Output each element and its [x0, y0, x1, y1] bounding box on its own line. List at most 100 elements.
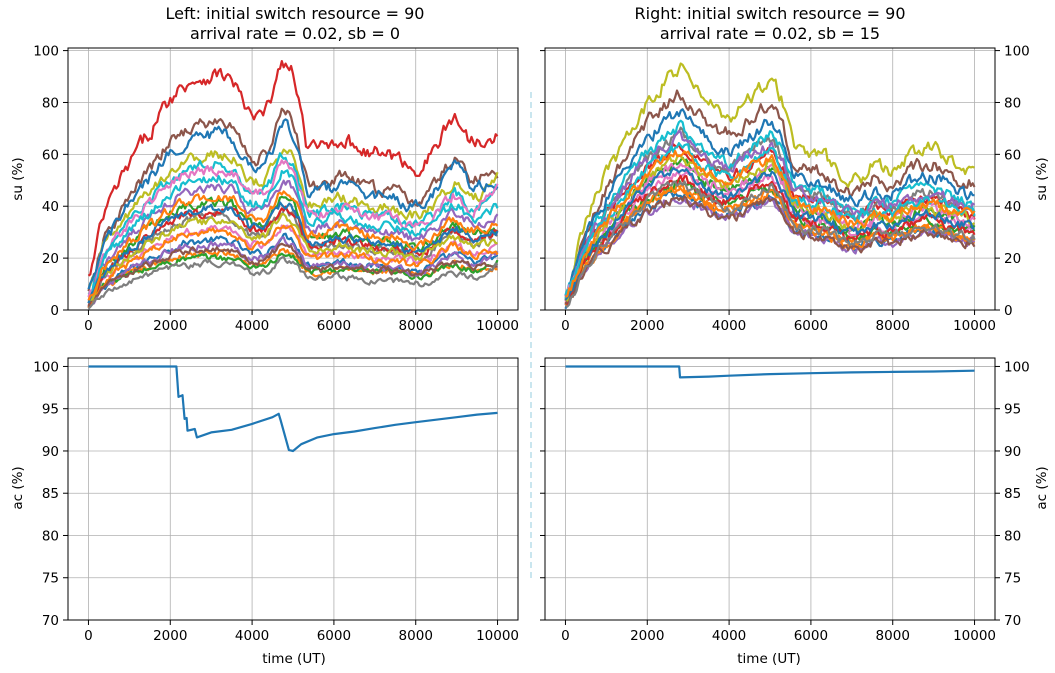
- left-bottom-xlabel: time (UT): [262, 651, 325, 667]
- series-line-20: [88, 169, 499, 300]
- series-line-10: [87, 152, 499, 296]
- x-tick-label: 2000: [630, 318, 664, 334]
- y-tick-label: 0: [1004, 303, 1013, 319]
- series-line-3: [88, 252, 499, 297]
- y-tick-label: 80: [42, 95, 59, 111]
- axes-frame: [544, 47, 996, 311]
- y-tick-label: 75: [42, 571, 59, 587]
- x-tick-label: 6000: [317, 628, 351, 644]
- left-title: Left: initial switch resource = 90: [166, 4, 425, 23]
- series-line-22: [87, 190, 499, 301]
- axes-frame: [67, 47, 519, 311]
- series-line-18: [565, 180, 976, 308]
- x-tick-label: 2000: [153, 628, 187, 644]
- series-line-21: [564, 167, 975, 301]
- series-line-6: [87, 107, 499, 292]
- y-tick-label: 70: [1004, 613, 1021, 629]
- series-line-4: [87, 59, 499, 277]
- y-tick-label: 100: [1004, 44, 1030, 60]
- x-tick-label: 8000: [876, 318, 910, 334]
- x-tick-label: 8000: [399, 318, 433, 334]
- series-line-15: [88, 179, 499, 302]
- plot-area: [564, 62, 976, 310]
- x-tick-label: 6000: [317, 318, 351, 334]
- series-line-11: [564, 108, 975, 297]
- x-tick-label: 2000: [153, 318, 187, 334]
- y-tick-label: 75: [1004, 571, 1021, 587]
- y-tick-label: 100: [33, 44, 59, 60]
- series-line-11: [87, 118, 499, 290]
- left-bottom-plot: 0 2000 4000 6000 8000 10000 70 75 80 85 90 95 100: [33, 357, 519, 644]
- x-tick-label: 4000: [712, 318, 746, 334]
- series-line-15: [564, 130, 976, 298]
- left-top-plot: 0 2000 4000 6000 8000 10000 0 20 40 60 80 100: [33, 44, 519, 334]
- right-bottom-xlabel: time (UT): [737, 651, 800, 667]
- y-tick-label: 85: [42, 486, 59, 502]
- right-top-plot: 0 2000 4000 6000 8000 10000 0 20 40 60 80 100: [540, 44, 1030, 334]
- ac-series-line: [565, 365, 975, 379]
- axes-frame: [67, 357, 519, 621]
- series-line-5: [87, 236, 499, 306]
- y-tick-label: 60: [1004, 147, 1021, 163]
- x-tick-label: 6000: [794, 628, 828, 644]
- series-line-12: [87, 224, 499, 309]
- y-tick-label: 20: [42, 251, 59, 267]
- x-tick-label: 0: [561, 318, 570, 334]
- ac-series-line: [88, 365, 498, 453]
- series-line-18: [87, 255, 499, 310]
- y-tick-label: 40: [1004, 199, 1021, 215]
- y-tick-label: 40: [42, 199, 59, 215]
- x-tick-label: 4000: [235, 318, 269, 334]
- series-line-9: [88, 148, 499, 287]
- x-tick-label: 10000: [476, 318, 519, 334]
- plot-area: [565, 365, 975, 379]
- series-line-19: [87, 212, 498, 302]
- x-tick-label: 0: [84, 628, 93, 644]
- axes-frame: [544, 357, 996, 621]
- y-tick-label: 100: [1004, 359, 1030, 375]
- y-tick-label: 80: [1004, 95, 1021, 111]
- y-tick-label: 70: [42, 613, 59, 629]
- y-tick-label: 100: [33, 359, 59, 375]
- right-title: Right: initial switch resource = 90: [635, 4, 906, 23]
- x-tick-label: 8000: [399, 628, 433, 644]
- y-tick-label: 85: [1004, 486, 1021, 502]
- x-tick-label: 0: [84, 318, 93, 334]
- y-tick-label: 20: [1004, 251, 1021, 267]
- series-line-22: [565, 149, 976, 298]
- y-tick-label: 90: [42, 444, 59, 460]
- right-top-ylabel: su (%): [1034, 157, 1050, 200]
- y-tick-label: 80: [42, 528, 59, 544]
- right-subtitle: arrival rate = 0.02, sb = 15: [660, 24, 880, 43]
- left-subtitle: arrival rate = 0.02, sb = 0: [190, 24, 400, 43]
- y-tick-label: 0: [50, 303, 59, 319]
- y-tick-label: 95: [42, 402, 59, 418]
- y-tick-label: 90: [1004, 444, 1021, 460]
- x-tick-label: 4000: [712, 628, 746, 644]
- right-bottom-plot: 0 2000 4000 6000 8000 10000 70 75 80 85 90 95 100: [540, 357, 1030, 644]
- y-tick-label: 60: [42, 147, 59, 163]
- y-tick-label: 95: [1004, 402, 1021, 418]
- series-line-19: [564, 154, 976, 302]
- plot-area: [88, 365, 498, 453]
- series-line-1: [87, 232, 499, 308]
- x-tick-label: 2000: [630, 628, 664, 644]
- x-tick-label: 4000: [235, 628, 269, 644]
- series-line-10: [564, 119, 976, 299]
- x-tick-label: 10000: [953, 628, 996, 644]
- series-line-6: [564, 89, 976, 301]
- y-tick-label: 80: [1004, 528, 1021, 544]
- x-tick-label: 0: [561, 628, 570, 644]
- x-tick-label: 10000: [476, 628, 519, 644]
- x-tick-label: 10000: [953, 318, 996, 334]
- right-bottom-ylabel: ac (%): [1034, 466, 1050, 509]
- x-tick-label: 8000: [876, 628, 910, 644]
- series-line-8: [87, 206, 499, 301]
- series-line-9: [565, 62, 975, 299]
- left-top-ylabel: su (%): [10, 157, 26, 200]
- left-bottom-ylabel: ac (%): [10, 466, 26, 509]
- series-line-16: [87, 242, 498, 308]
- x-tick-label: 6000: [794, 318, 828, 334]
- plot-area: [87, 59, 499, 310]
